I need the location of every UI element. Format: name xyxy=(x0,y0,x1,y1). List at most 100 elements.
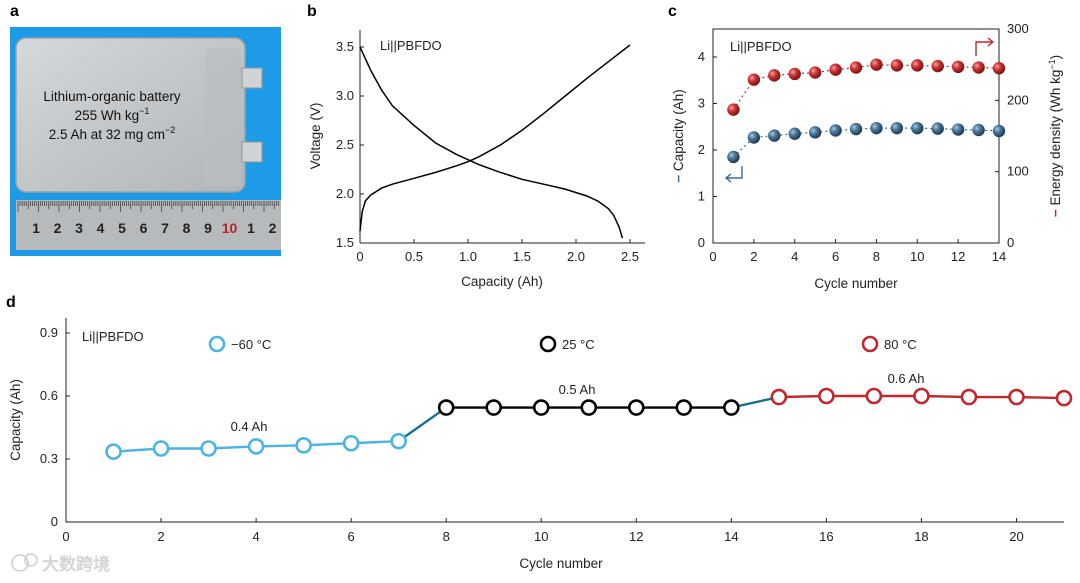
c-point-right xyxy=(808,66,822,79)
d-point xyxy=(770,388,788,406)
b-curves xyxy=(359,44,631,239)
c-point-right xyxy=(768,69,781,82)
c-x-label: Cycle number xyxy=(814,276,898,291)
d-annotation-cold: 0.4 Ah xyxy=(231,419,268,434)
legend-label-room: 25 °C xyxy=(562,337,595,352)
c-point-right xyxy=(972,61,985,74)
d-y-label: Capacity (Ah) xyxy=(8,379,23,461)
c-point-right xyxy=(849,61,863,74)
c-point-left xyxy=(992,124,1006,138)
b-ticks: 0 0.5 1.0 1.5 2.0 2.5 1.5 2.0 2.5 3.0 3.5 xyxy=(336,39,639,264)
b-y-tick-label: 3.0 xyxy=(336,88,354,103)
c-point-right xyxy=(788,67,801,81)
ruler-number: 3 xyxy=(75,220,83,236)
svg-text:− Capacity (Ah): − Capacity (Ah) xyxy=(671,89,686,182)
d-point xyxy=(1055,389,1073,407)
d-x-tick-label: 8 xyxy=(443,529,450,544)
panel-label-b: b xyxy=(307,3,317,20)
d-point xyxy=(580,399,598,416)
battery-tab-top xyxy=(241,67,263,89)
d-x-label: Cycle number xyxy=(519,556,603,571)
c-x-tick-label: 14 xyxy=(992,249,1006,264)
d-x-tick-label: 4 xyxy=(252,529,259,544)
battery-seal-edge xyxy=(205,48,241,186)
c-point-right xyxy=(890,59,904,72)
d-point xyxy=(152,440,170,457)
battery-tab-bottom xyxy=(241,141,263,163)
panel-b: b 0 0.5 1.0 1.5 2.0 2.5 1.5 2.0 2.5 3.0 3.5 Li||PB… xyxy=(307,3,645,289)
c-left-axis-arrow-icon xyxy=(727,166,743,179)
b-y-tick-label: 2.0 xyxy=(336,186,354,201)
c-left-arrowhead-icon xyxy=(724,173,732,183)
c-right-axis-arrow-icon xyxy=(975,41,992,56)
d-point xyxy=(342,434,360,452)
d-point xyxy=(913,387,930,405)
c-points xyxy=(727,58,1006,164)
d-ticks: 0 2 4 6 8 10 12 14 16 18 20 0 0.3 0.6 0.9 xyxy=(40,325,1024,544)
legend-marker-room xyxy=(539,335,557,353)
c-y-label-left: − Capacity (Ah) xyxy=(671,89,686,182)
c-point-right xyxy=(747,73,761,86)
c-point-left xyxy=(727,150,740,164)
c-x-tick-label: 4 xyxy=(791,249,798,264)
d-point xyxy=(1008,388,1025,406)
d-point xyxy=(485,399,503,416)
panel-label-a: a xyxy=(10,3,19,20)
d-x-tick-label: 2 xyxy=(157,529,164,544)
d-x-tick-label: 0 xyxy=(62,529,69,544)
d-y-tick-label: 0.6 xyxy=(40,388,58,403)
b-cell-label: Li||PBFDO xyxy=(380,38,442,53)
ruler-number: 1 xyxy=(247,220,255,236)
ruler-number: 10 xyxy=(222,220,238,236)
c-x-tick-label: 8 xyxy=(873,249,880,264)
c-x-tick-label: 6 xyxy=(832,249,839,264)
d-point xyxy=(818,387,835,405)
d-point xyxy=(437,399,455,416)
c-x-tick-label: 2 xyxy=(750,249,757,264)
b-x-tick-label: 2.0 xyxy=(567,249,585,264)
b-x-tick-label: 0.5 xyxy=(405,249,423,264)
d-y-tick-label: 0.3 xyxy=(40,451,58,466)
ruler-ticks xyxy=(17,201,279,212)
ruler-number: 9 xyxy=(204,220,212,236)
c-y-right-tick-label: 100 xyxy=(1007,164,1029,179)
ruler-number: 6 xyxy=(140,220,148,236)
c-point-left xyxy=(972,123,985,137)
c-point-left xyxy=(768,129,781,142)
c-point-left xyxy=(829,124,842,137)
c-x-tick-label: 10 xyxy=(910,249,924,264)
d-legend: −60 °C 25 °C 80 °C xyxy=(208,335,917,353)
c-point-left xyxy=(890,121,904,135)
c-point-left xyxy=(808,126,822,139)
c-point-left xyxy=(911,121,924,135)
d-x-tick-label: 14 xyxy=(724,529,738,544)
c-point-left xyxy=(931,122,944,135)
battery-label: Lithium-organic battery 255 Wh kg−1 2.5 … xyxy=(43,89,181,142)
d-annotation-hot: 0.6 Ah xyxy=(888,371,925,386)
b-x-tick-label: 0 xyxy=(356,249,363,264)
legend-label-cold: −60 °C xyxy=(231,337,271,352)
d-points xyxy=(105,387,1073,460)
b-y-tick-label: 3.5 xyxy=(336,39,354,54)
panel-label-c: c xyxy=(668,3,677,20)
b-x-label: Capacity (Ah) xyxy=(461,274,543,289)
b-y-tick-label: 2.5 xyxy=(336,137,354,152)
b-curve-discharge xyxy=(359,46,624,239)
ruler-number: 1 xyxy=(32,220,40,236)
ruler-number: 7 xyxy=(161,220,169,236)
ruler-number: 5 xyxy=(118,220,126,236)
d-point xyxy=(295,437,312,454)
battery-text-line1: Lithium-organic battery xyxy=(43,89,181,104)
battery-cell xyxy=(15,37,246,193)
c-y-left-tick-label: 2 xyxy=(698,142,705,157)
watermark: 大数跨境 xyxy=(11,553,110,574)
b-y-tick-label: 1.5 xyxy=(336,235,354,250)
panel-label-d: d xyxy=(6,294,16,311)
ruler-number: 2 xyxy=(269,220,277,236)
c-point-right xyxy=(727,103,740,116)
legend-marker-hot xyxy=(861,335,879,353)
c-point-left xyxy=(747,131,761,144)
